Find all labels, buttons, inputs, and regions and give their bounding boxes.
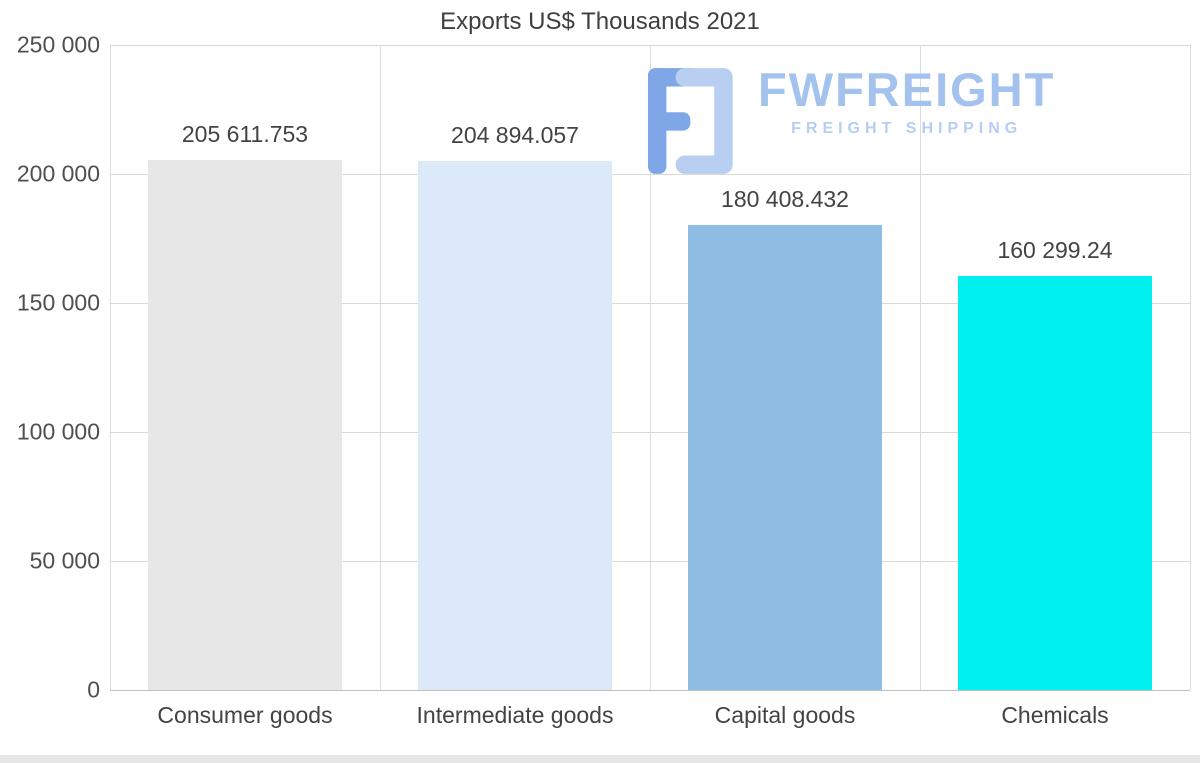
y-tick-label: 150 000 [16,289,100,316]
x-axis-line [110,690,1190,691]
chart-title: Exports US$ Thousands 2021 [440,8,760,35]
bar-value-label: 204 894.057 [451,122,579,149]
bar-slot: 160 299.24 [920,45,1190,690]
bar-value-label: 180 408.432 [721,185,849,212]
x-tick-label: Intermediate goods [416,702,614,728]
bar-slot: 204 894.057 [380,45,650,690]
bar-consumer-goods [147,159,343,690]
plot-area: 205 611.753 204 894.057 180 408.432 160 299… [110,45,1191,691]
x-tick-label: Capital goods [714,702,856,728]
y-axis: 0 50 000 100 000 150 000 200 000 250 000 [0,32,100,703]
bar-capital-goods [687,224,883,690]
bar-chemicals [957,276,1153,690]
v-gridline [380,45,381,690]
bar-value-label: 160 299.24 [997,237,1113,264]
v-gridline [110,45,111,690]
y-tick-label: 0 [87,676,100,703]
v-gridline [650,45,651,690]
bottom-strip [0,755,1200,763]
bar-intermediate-goods [417,161,613,690]
x-axis: Consumer goods Intermediate goods Capital … [110,702,1190,738]
y-tick-label: 200 000 [16,160,100,187]
y-tick-label: 50 000 [29,547,100,574]
v-gridline [920,45,921,690]
y-tick-label: 100 000 [16,418,100,445]
x-tick-label: Chemicals [1001,702,1109,728]
bar-slot: 205 611.753 [110,45,380,690]
bar-value-label: 205 611.753 [181,120,309,147]
gridlines [110,45,1191,691]
bars-layer: 205 611.753 204 894.057 180 408.432 160 299… [110,45,1190,690]
v-gridline [1190,45,1191,690]
y-tick-label: 250 000 [16,31,100,58]
x-tick-label: Consumer goods [157,702,333,728]
bar-slot: 180 408.432 [650,45,920,690]
